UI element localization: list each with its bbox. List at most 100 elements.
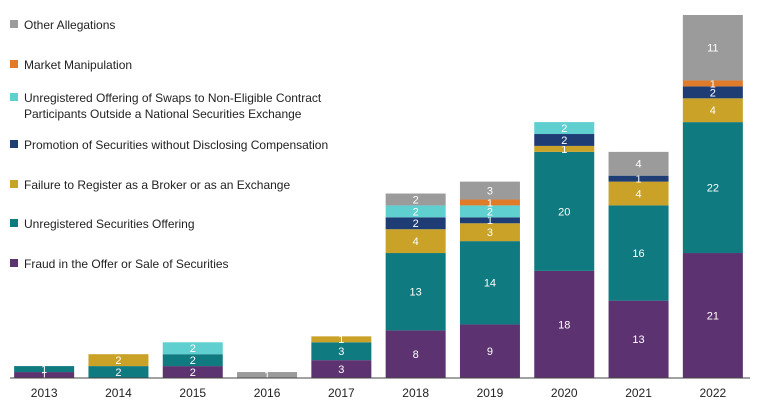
bar-segment [682,15,743,81]
legend-item: Unregistered Offering of Swaps to Non-El… [10,90,344,122]
legend-label: Fraud in the Offer or Sale of Securities [24,257,229,271]
data-label: 13 [632,334,644,346]
data-label: 2 [561,123,567,135]
data-label: 3 [338,364,344,376]
data-label: 8 [413,349,419,361]
bar-segment [682,86,743,99]
data-label: 3 [338,346,344,358]
bar-segment [534,145,595,152]
data-label: 2 [115,355,121,367]
data-label: 1 [561,144,567,156]
data-label: 2 [710,87,716,99]
bar-segment [162,366,223,378]
data-label: 3 [487,227,493,239]
bar-segment [311,336,372,343]
bar-segment [14,372,75,378]
data-label: 1 [338,334,344,346]
legend-swatch [10,20,18,28]
legend-swatch [10,93,18,101]
data-label: 22 [707,182,719,194]
bar-segment [237,372,298,378]
bar-segment [88,354,149,367]
data-label: 4 [710,105,716,117]
bar-segment [608,181,669,206]
x-tick-label: 2017 [328,386,355,400]
bar-segment [534,270,595,378]
x-tick-label: 2014 [105,386,132,400]
data-label: 1 [41,370,47,382]
bar-segment [88,366,149,378]
bar-segment [385,217,446,230]
data-label: 1 [487,197,493,209]
bar-segment [682,253,743,378]
bar-segment [608,300,669,378]
bar-segment [534,122,595,135]
bar-segment [459,199,520,206]
data-label: 2 [561,135,567,147]
data-label: 14 [484,278,496,290]
x-tick-label: 2022 [699,386,726,400]
legend-item: Fraud in the Offer or Sale of Securities [10,256,344,272]
x-tick-label: 2018 [402,386,429,400]
legend-label: Unregistered Offering of Swaps to Non-El… [24,91,322,121]
x-tick-label: 2015 [179,386,206,400]
data-label: 1 [487,215,493,227]
bar-segment [385,205,446,218]
bar-segment [385,193,446,206]
data-label: 4 [635,188,641,200]
legend-swatch [10,180,18,188]
legend-item: Market Manipulation [10,57,344,73]
data-label: 1 [710,78,716,90]
bar-segment [534,151,595,271]
bar-segment [608,175,669,182]
data-label: 2 [413,206,419,218]
bar-segment [385,229,446,254]
bar-segment [608,205,669,301]
data-label: 4 [413,236,419,248]
bar-segment [459,241,520,325]
bar-segment [385,253,446,331]
x-tick-label: 2016 [254,386,281,400]
bar-segment [162,354,223,367]
legend-item: Failure to Register as a Broker or as an… [10,177,344,193]
bar-segment [311,342,372,361]
bar-segment [682,122,743,254]
data-label: 13 [410,287,422,299]
data-label: 2 [413,218,419,230]
bar-segment [459,205,520,218]
x-tick-label: 2019 [477,386,504,400]
legend-swatch [10,60,18,68]
data-label: 2 [115,367,121,379]
x-tick-label: 2021 [625,386,652,400]
data-label: 18 [558,319,570,331]
legend-label: Failure to Register as a Broker or as an… [24,178,291,192]
bar-segment [459,223,520,242]
data-label: 1 [264,370,270,382]
legend-swatch [10,219,18,227]
legend-swatch [10,140,18,148]
data-label: 16 [632,248,644,260]
bar-segment [14,366,75,373]
legend-label: Promotion of Securities without Disclosi… [24,138,329,152]
data-label: 1 [41,364,47,376]
data-label: 21 [707,310,719,322]
data-label: 2 [413,194,419,206]
data-label: 11 [707,43,718,55]
data-label: 2 [190,355,196,367]
legend-label: Unregistered Securities Offering [24,217,195,231]
data-label: 20 [558,206,570,218]
x-tick-label: 2020 [551,386,578,400]
bar-segment [682,80,743,87]
data-label: 4 [635,159,641,171]
legend-item: Other Allegations [10,17,344,33]
data-label: 2 [487,206,493,218]
legend-label: Market Manipulation [24,58,133,72]
legend-item: Unregistered Securities Offering [10,216,344,232]
bar-segment [459,181,520,200]
data-label: 1 [635,174,641,186]
bar-segment [459,324,520,378]
x-tick-label: 2013 [31,386,58,400]
data-label: 9 [487,346,493,358]
